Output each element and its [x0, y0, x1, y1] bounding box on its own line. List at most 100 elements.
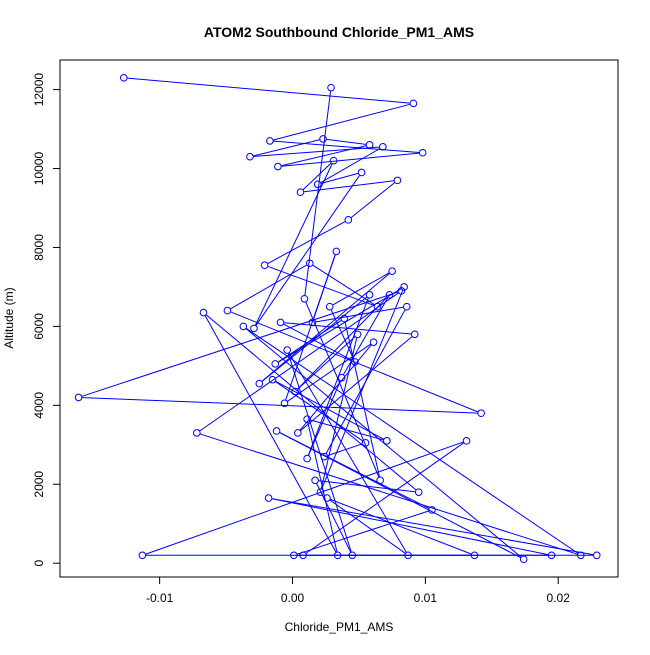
data-point [138, 551, 147, 560]
data-point [294, 429, 302, 437]
series-line-segment [288, 352, 407, 553]
y-tick-label: 2000 [32, 471, 46, 498]
series-line-segment [200, 433, 578, 555]
data-point [272, 427, 281, 435]
data-point [379, 143, 387, 151]
series-line-segment [287, 353, 352, 553]
series-line-segment [305, 301, 380, 478]
series-line-segment [272, 498, 549, 556]
series-line-segment [305, 442, 464, 554]
series-line-segment [277, 320, 342, 363]
x-axis-label: Chloride_PM1_AMS [285, 620, 394, 634]
data-point [409, 99, 418, 108]
data-point [223, 306, 232, 315]
series-line-segment [321, 172, 359, 184]
data-point [414, 488, 423, 496]
data-point [271, 360, 280, 368]
data-point [519, 555, 528, 564]
series-line-segment [253, 146, 380, 157]
series-group [74, 73, 601, 564]
data-point [376, 476, 384, 485]
series-line-segment [275, 380, 384, 440]
data-point [325, 302, 334, 311]
data-point [547, 551, 556, 560]
series-line-segment [267, 265, 375, 306]
data-point [308, 318, 317, 327]
data-point [329, 156, 338, 165]
data-point [274, 162, 282, 171]
data-point [303, 415, 311, 423]
y-axis: 0 2000 4000 6000 8000 10000 12000 [32, 73, 61, 567]
data-point [119, 73, 128, 82]
series-line-segment [329, 499, 406, 554]
series-line-segment [297, 510, 429, 555]
series-line-segment [315, 306, 404, 323]
data-point [199, 308, 208, 317]
data-point [283, 346, 291, 354]
series-line-segment [245, 328, 522, 558]
x-axis: -0.01 0.00 0.01 0.02 [146, 576, 570, 605]
x-tick-label: -0.01 [146, 591, 174, 605]
data-point [316, 488, 325, 496]
data-point [319, 135, 327, 143]
series-line-segment [330, 498, 472, 555]
series-line-segment [230, 264, 307, 310]
data-point [402, 302, 411, 311]
series-line-segment [255, 163, 333, 326]
data-point [577, 551, 585, 560]
data-point [383, 437, 391, 445]
data-point [246, 152, 254, 161]
data-point [404, 551, 412, 560]
data-point [255, 379, 264, 388]
data-point [470, 551, 479, 560]
data-point [276, 318, 285, 327]
data-point [320, 452, 329, 461]
data-point [290, 551, 298, 560]
data-point [74, 393, 83, 402]
series-line-segment [326, 138, 367, 145]
series-line-segment [261, 296, 368, 382]
data-point [365, 141, 374, 149]
series-line-segment [273, 103, 411, 141]
x-tick-label: 0.00 [281, 591, 305, 605]
series-line-segment [344, 321, 380, 477]
data-point [303, 454, 311, 463]
data-point [268, 375, 277, 384]
y-tick-label: 4000 [32, 392, 46, 419]
data-point [344, 216, 353, 224]
series-line-segment [204, 315, 337, 553]
series-line-segment [284, 322, 412, 335]
series-line-segment [246, 328, 579, 554]
data-point [357, 168, 366, 177]
y-tick-label: 0 [32, 560, 46, 567]
y-tick-label: 6000 [32, 313, 46, 340]
series-line-segment [318, 480, 416, 493]
series-line-segment [279, 432, 430, 509]
data-point [410, 330, 419, 339]
series-line-segment [283, 323, 352, 361]
data-point [323, 494, 331, 502]
series-line-segment [302, 162, 332, 191]
series-line-segment [81, 291, 399, 397]
data-point [369, 338, 378, 346]
data-point [365, 291, 374, 299]
data-point [592, 551, 601, 560]
series-line-segment [320, 337, 358, 489]
series-line-segment [205, 314, 417, 491]
data-point [393, 176, 402, 185]
series-line-segment [297, 336, 356, 390]
data-point [418, 148, 427, 157]
data-point [462, 437, 471, 445]
series-line-segment [145, 441, 464, 555]
series-line-segment [299, 344, 372, 431]
series-line-segment [297, 297, 388, 390]
data-point [291, 387, 299, 396]
data-point [385, 291, 394, 299]
data-point [260, 261, 269, 270]
series-line-segment [285, 254, 336, 401]
y-tick-label: 12000 [32, 73, 46, 107]
y-tick-label: 8000 [32, 234, 46, 261]
series-line-segment [278, 288, 402, 363]
